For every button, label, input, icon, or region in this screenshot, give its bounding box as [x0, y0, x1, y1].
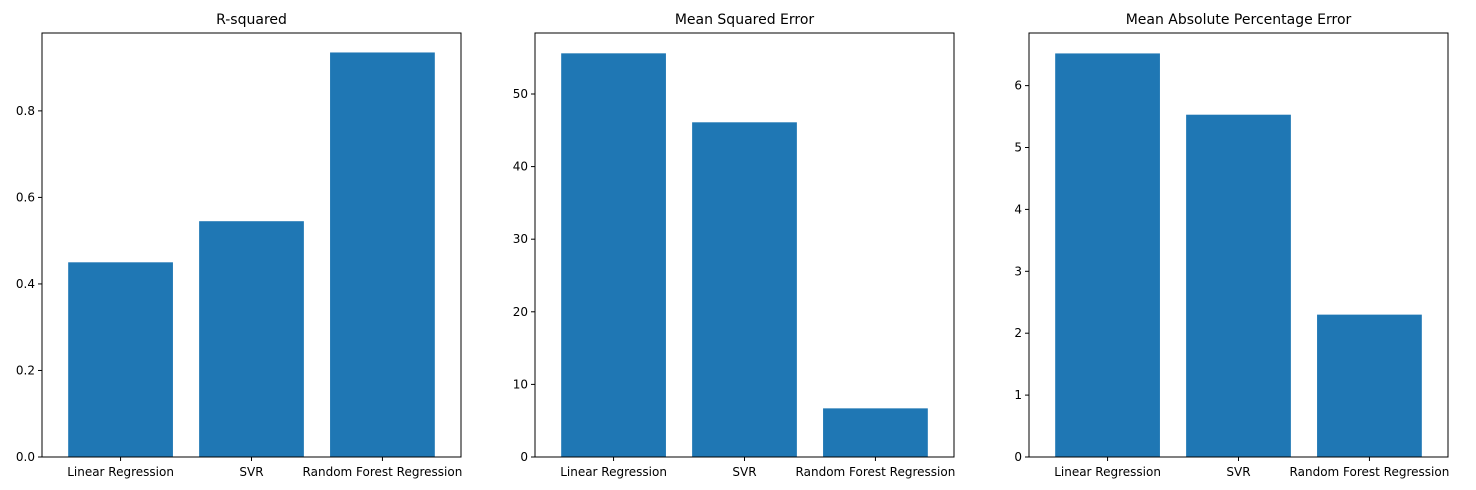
bar-linear-regression	[1055, 53, 1160, 458]
bar-linear-regression	[561, 53, 666, 457]
bar-svr	[692, 122, 797, 458]
x-tick-label: SVR	[239, 465, 263, 479]
y-tick-label: 0.8	[16, 104, 35, 118]
x-tick-label: SVR	[732, 465, 756, 479]
y-tick-label: 0.2	[16, 363, 35, 377]
y-tick-label: 3	[1014, 264, 1022, 278]
x-tick-label: Random Forest Regression	[796, 465, 956, 479]
y-tick-label: 50	[513, 87, 528, 101]
y-tick-label: 1	[1014, 388, 1022, 402]
x-tick-label: Linear Regression	[67, 465, 174, 479]
chart-panel-3: 0 1 2 3 4 5 6 Linear Regression SVR Random Forest…	[1014, 12, 1449, 479]
y-tick-label: 6	[1014, 79, 1022, 93]
chart-title: R-squared	[216, 12, 287, 28]
chart-title: Mean Absolute Percentage Error	[1126, 12, 1352, 28]
y-tick-label: 0	[1014, 450, 1022, 464]
x-tick-label: Random Forest Regression	[303, 465, 463, 479]
y-tick-label: 4	[1014, 202, 1022, 216]
y-tick-label: 0.4	[16, 277, 35, 291]
y-tick-label: 10	[513, 377, 528, 391]
bar-linear-regression	[68, 262, 173, 457]
bar-random-forest-regression	[823, 408, 928, 457]
bar-svr	[1186, 114, 1291, 457]
x-tick-label: Random Forest Regression	[1290, 465, 1450, 479]
x-tick-label: SVR	[1226, 465, 1250, 479]
y-tick-label: 0.0	[16, 450, 35, 464]
bar-random-forest-regression	[1317, 314, 1422, 457]
chart-title: Mean Squared Error	[675, 12, 815, 28]
y-tick-label: 20	[513, 305, 528, 319]
y-tick-label: 30	[513, 232, 528, 246]
chart-panel-1: 0.0 0.2 0.4 0.6 0.8 Linear Regression SVR Rando…	[16, 12, 462, 479]
y-tick-label: 0	[520, 450, 528, 464]
y-tick-label: 40	[513, 160, 528, 174]
x-tick-label: Linear Regression	[1054, 465, 1161, 479]
bar-random-forest-regression	[330, 52, 435, 457]
chart-panel-2: 0 10 20 30 40 50 Linear Regression SVR Random Fo…	[513, 12, 956, 479]
x-tick-label: Linear Regression	[560, 465, 667, 479]
y-tick-label: 2	[1014, 326, 1022, 340]
y-tick-label: 5	[1014, 141, 1022, 155]
y-tick-label: 0.6	[16, 190, 35, 204]
bar-svr	[199, 221, 304, 457]
